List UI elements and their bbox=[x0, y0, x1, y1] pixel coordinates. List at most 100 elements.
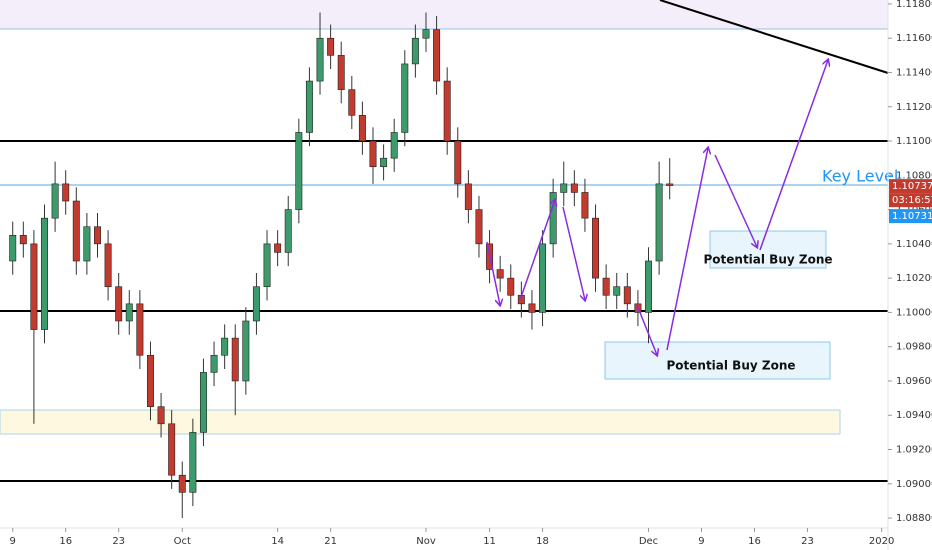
y-tick-label: 1.11000 bbox=[896, 136, 932, 147]
candle-body bbox=[560, 183, 568, 193]
candle-body bbox=[475, 209, 483, 245]
candle-body bbox=[645, 260, 652, 313]
arrow bbox=[519, 200, 555, 301]
candle-body bbox=[9, 234, 17, 262]
candle-body bbox=[422, 29, 430, 39]
candle-body bbox=[210, 354, 218, 373]
candle-body bbox=[51, 183, 59, 219]
candle-body bbox=[274, 243, 282, 253]
last-price-box bbox=[889, 179, 932, 194]
candle-body bbox=[263, 243, 271, 288]
x-tick-label: 9 bbox=[698, 536, 704, 547]
arrow bbox=[759, 60, 828, 251]
arrow bbox=[666, 148, 708, 351]
candle-body bbox=[83, 226, 91, 262]
candle-body bbox=[496, 269, 504, 279]
resistance-zone bbox=[0, 0, 888, 29]
candle-body bbox=[221, 337, 229, 356]
candle-body bbox=[655, 183, 663, 262]
buy-zone-label: Potential Buy Zone bbox=[666, 359, 795, 373]
candle-body bbox=[115, 286, 123, 322]
candle-body bbox=[178, 474, 186, 493]
candle-body bbox=[19, 234, 27, 245]
key-level-label: Key Level bbox=[822, 167, 898, 186]
arrow bbox=[486, 241, 500, 305]
last-price: 1.10737 bbox=[892, 181, 932, 192]
buy-zone-label: Potential Buy Zone bbox=[703, 253, 832, 267]
candle-body bbox=[242, 320, 250, 382]
candle-body bbox=[252, 286, 260, 322]
y-tick-label: 1.10200 bbox=[896, 273, 932, 284]
candle-body bbox=[602, 277, 610, 296]
candle-body bbox=[433, 29, 441, 82]
candle-body bbox=[157, 406, 165, 425]
candle-body bbox=[199, 372, 207, 433]
x-tick-label: Nov bbox=[416, 536, 436, 547]
trend-line bbox=[659, 0, 889, 74]
x-tick-label: 16 bbox=[748, 536, 761, 547]
x-tick-label: Dec bbox=[639, 536, 658, 547]
candle-body bbox=[443, 80, 451, 142]
x-tick-label: 23 bbox=[112, 536, 125, 547]
candle-body bbox=[369, 140, 377, 168]
y-tick-label: 1.09400 bbox=[896, 410, 932, 421]
buy-zone-box bbox=[709, 230, 827, 269]
countdown: 03:16:57 bbox=[892, 195, 932, 206]
candle-body bbox=[411, 37, 419, 65]
candle-body bbox=[94, 226, 101, 245]
candle-body bbox=[380, 157, 388, 168]
y-tick-label: 1.10400 bbox=[896, 239, 932, 250]
y-tick-label: 1.09600 bbox=[896, 376, 932, 387]
candle-body bbox=[284, 209, 292, 253]
y-tick-label: 1.09800 bbox=[896, 342, 932, 353]
x-tick-label: 2020 bbox=[869, 536, 894, 547]
candle-body bbox=[390, 132, 398, 159]
x-tick-label: 23 bbox=[801, 536, 814, 547]
buy-zone-box bbox=[604, 341, 831, 380]
candle-body bbox=[41, 217, 48, 330]
x-tick-label: 16 bbox=[59, 536, 72, 547]
candle-body bbox=[623, 286, 631, 305]
arrow bbox=[562, 206, 585, 300]
y-tick-label: 1.11200 bbox=[896, 102, 932, 113]
bid-price-box bbox=[889, 209, 932, 224]
support-zone bbox=[0, 409, 841, 435]
candle-body bbox=[168, 423, 176, 476]
countdown-box bbox=[889, 193, 932, 208]
candle-body bbox=[454, 140, 462, 185]
x-tick-label: 11 bbox=[483, 536, 496, 547]
candle-body bbox=[613, 286, 621, 296]
candle-body bbox=[464, 183, 472, 210]
candle-body bbox=[348, 89, 356, 116]
arrows bbox=[486, 60, 828, 355]
candle-body bbox=[146, 354, 154, 407]
candle-body bbox=[295, 132, 303, 210]
y-tick-label: 1.11400 bbox=[896, 67, 932, 78]
candle-body bbox=[549, 192, 557, 245]
candle-body bbox=[528, 303, 536, 313]
x-tick-label: 14 bbox=[271, 536, 284, 547]
candle-body bbox=[189, 432, 197, 493]
x-tick-label: 9 bbox=[10, 536, 16, 547]
candles bbox=[9, 12, 674, 519]
candle-body bbox=[507, 277, 515, 296]
candle-body bbox=[592, 217, 600, 279]
y-tick-label: 1.09200 bbox=[896, 445, 932, 456]
candle-body bbox=[581, 192, 589, 219]
candle-body bbox=[666, 183, 674, 186]
candle-body bbox=[316, 37, 324, 82]
x-tick-label: 21 bbox=[324, 536, 337, 547]
candle-body bbox=[231, 337, 239, 382]
candle-body bbox=[30, 243, 38, 330]
candle-body bbox=[401, 63, 409, 133]
candle-body bbox=[305, 80, 313, 133]
candle-body bbox=[570, 183, 578, 193]
y-tick-label: 1.08800 bbox=[896, 513, 932, 524]
x-tick-label: Oct bbox=[174, 536, 191, 547]
y-tick-label: 1.11800 bbox=[896, 0, 932, 10]
candle-body bbox=[104, 243, 112, 288]
axes: 1.11800 1.11600 1.11400 1.11200 1.11000 1.108… bbox=[10, 0, 932, 547]
candle-body bbox=[358, 115, 366, 142]
x-tick-label: 18 bbox=[536, 536, 549, 547]
